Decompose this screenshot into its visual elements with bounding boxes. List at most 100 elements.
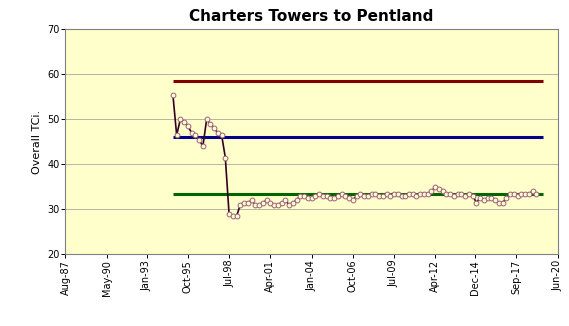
Point (318, 193, 327, 199)
Point (472, 200, 481, 205)
Point (273, 202, 282, 207)
Point (483, 195, 492, 200)
Point (450, 193, 459, 199)
Point (524, 191, 533, 196)
Point (419, 191, 428, 196)
Point (370, 191, 380, 196)
Point (225, 211, 234, 216)
Point (281, 198, 290, 203)
Point (303, 195, 312, 200)
Title: Charters Towers to Pentland: Charters Towers to Pentland (189, 9, 434, 24)
Point (270, 202, 279, 207)
Point (258, 200, 267, 205)
Point (307, 195, 316, 200)
Point (427, 189, 436, 194)
Point (360, 193, 369, 199)
Point (209, 126, 218, 131)
Point (172, 132, 181, 138)
Point (251, 202, 260, 207)
Point (509, 191, 518, 196)
Point (232, 214, 241, 219)
Point (195, 137, 204, 142)
Point (296, 193, 305, 199)
Point (356, 191, 365, 196)
Point (457, 191, 466, 196)
Point (288, 200, 298, 205)
Point (202, 117, 211, 122)
Point (434, 186, 443, 192)
Point (367, 191, 376, 196)
Point (277, 200, 286, 205)
Point (344, 195, 353, 200)
Point (352, 193, 361, 199)
Point (244, 200, 253, 205)
Point (240, 200, 249, 205)
Point (490, 198, 500, 203)
Point (311, 193, 320, 199)
Point (389, 191, 398, 196)
Point (502, 195, 511, 200)
Y-axis label: Overall TCi.: Overall TCi. (32, 110, 42, 174)
Point (446, 191, 455, 196)
Point (284, 202, 294, 207)
Point (199, 144, 208, 149)
Point (363, 193, 372, 199)
Point (415, 191, 424, 196)
Point (221, 155, 230, 160)
Point (412, 193, 421, 199)
Point (168, 92, 178, 97)
Point (254, 202, 263, 207)
Point (461, 193, 470, 199)
Point (506, 191, 515, 196)
Point (521, 191, 530, 196)
Point (329, 195, 339, 200)
Point (213, 130, 222, 135)
Point (176, 117, 185, 122)
Point (236, 202, 245, 207)
Point (382, 191, 391, 196)
Point (532, 191, 541, 196)
Point (315, 191, 324, 196)
Point (397, 193, 406, 199)
Point (217, 132, 226, 138)
Point (187, 130, 196, 135)
Point (468, 193, 477, 199)
Point (299, 193, 308, 199)
Point (528, 189, 537, 194)
Point (191, 132, 200, 138)
Point (266, 200, 275, 205)
Point (292, 198, 301, 203)
Point (476, 195, 485, 200)
Point (513, 193, 522, 199)
Point (180, 119, 189, 124)
Point (438, 189, 447, 194)
Point (479, 198, 488, 203)
Point (378, 193, 387, 199)
Point (386, 193, 395, 199)
Point (401, 193, 410, 199)
Point (408, 191, 417, 196)
Point (322, 193, 331, 199)
Point (341, 193, 350, 199)
Point (247, 198, 256, 203)
Point (374, 193, 384, 199)
Point (431, 184, 440, 189)
Point (405, 191, 414, 196)
Point (393, 191, 402, 196)
Point (423, 191, 432, 196)
Point (442, 191, 451, 196)
Point (487, 195, 496, 200)
Point (348, 198, 357, 203)
Point (262, 198, 271, 203)
Point (517, 191, 526, 196)
Point (228, 214, 237, 219)
Point (494, 200, 504, 205)
Point (333, 193, 343, 199)
Point (206, 121, 215, 126)
Point (464, 191, 473, 196)
Point (337, 191, 346, 196)
Point (498, 200, 507, 205)
Point (325, 195, 335, 200)
Point (453, 191, 462, 196)
Point (183, 124, 192, 129)
